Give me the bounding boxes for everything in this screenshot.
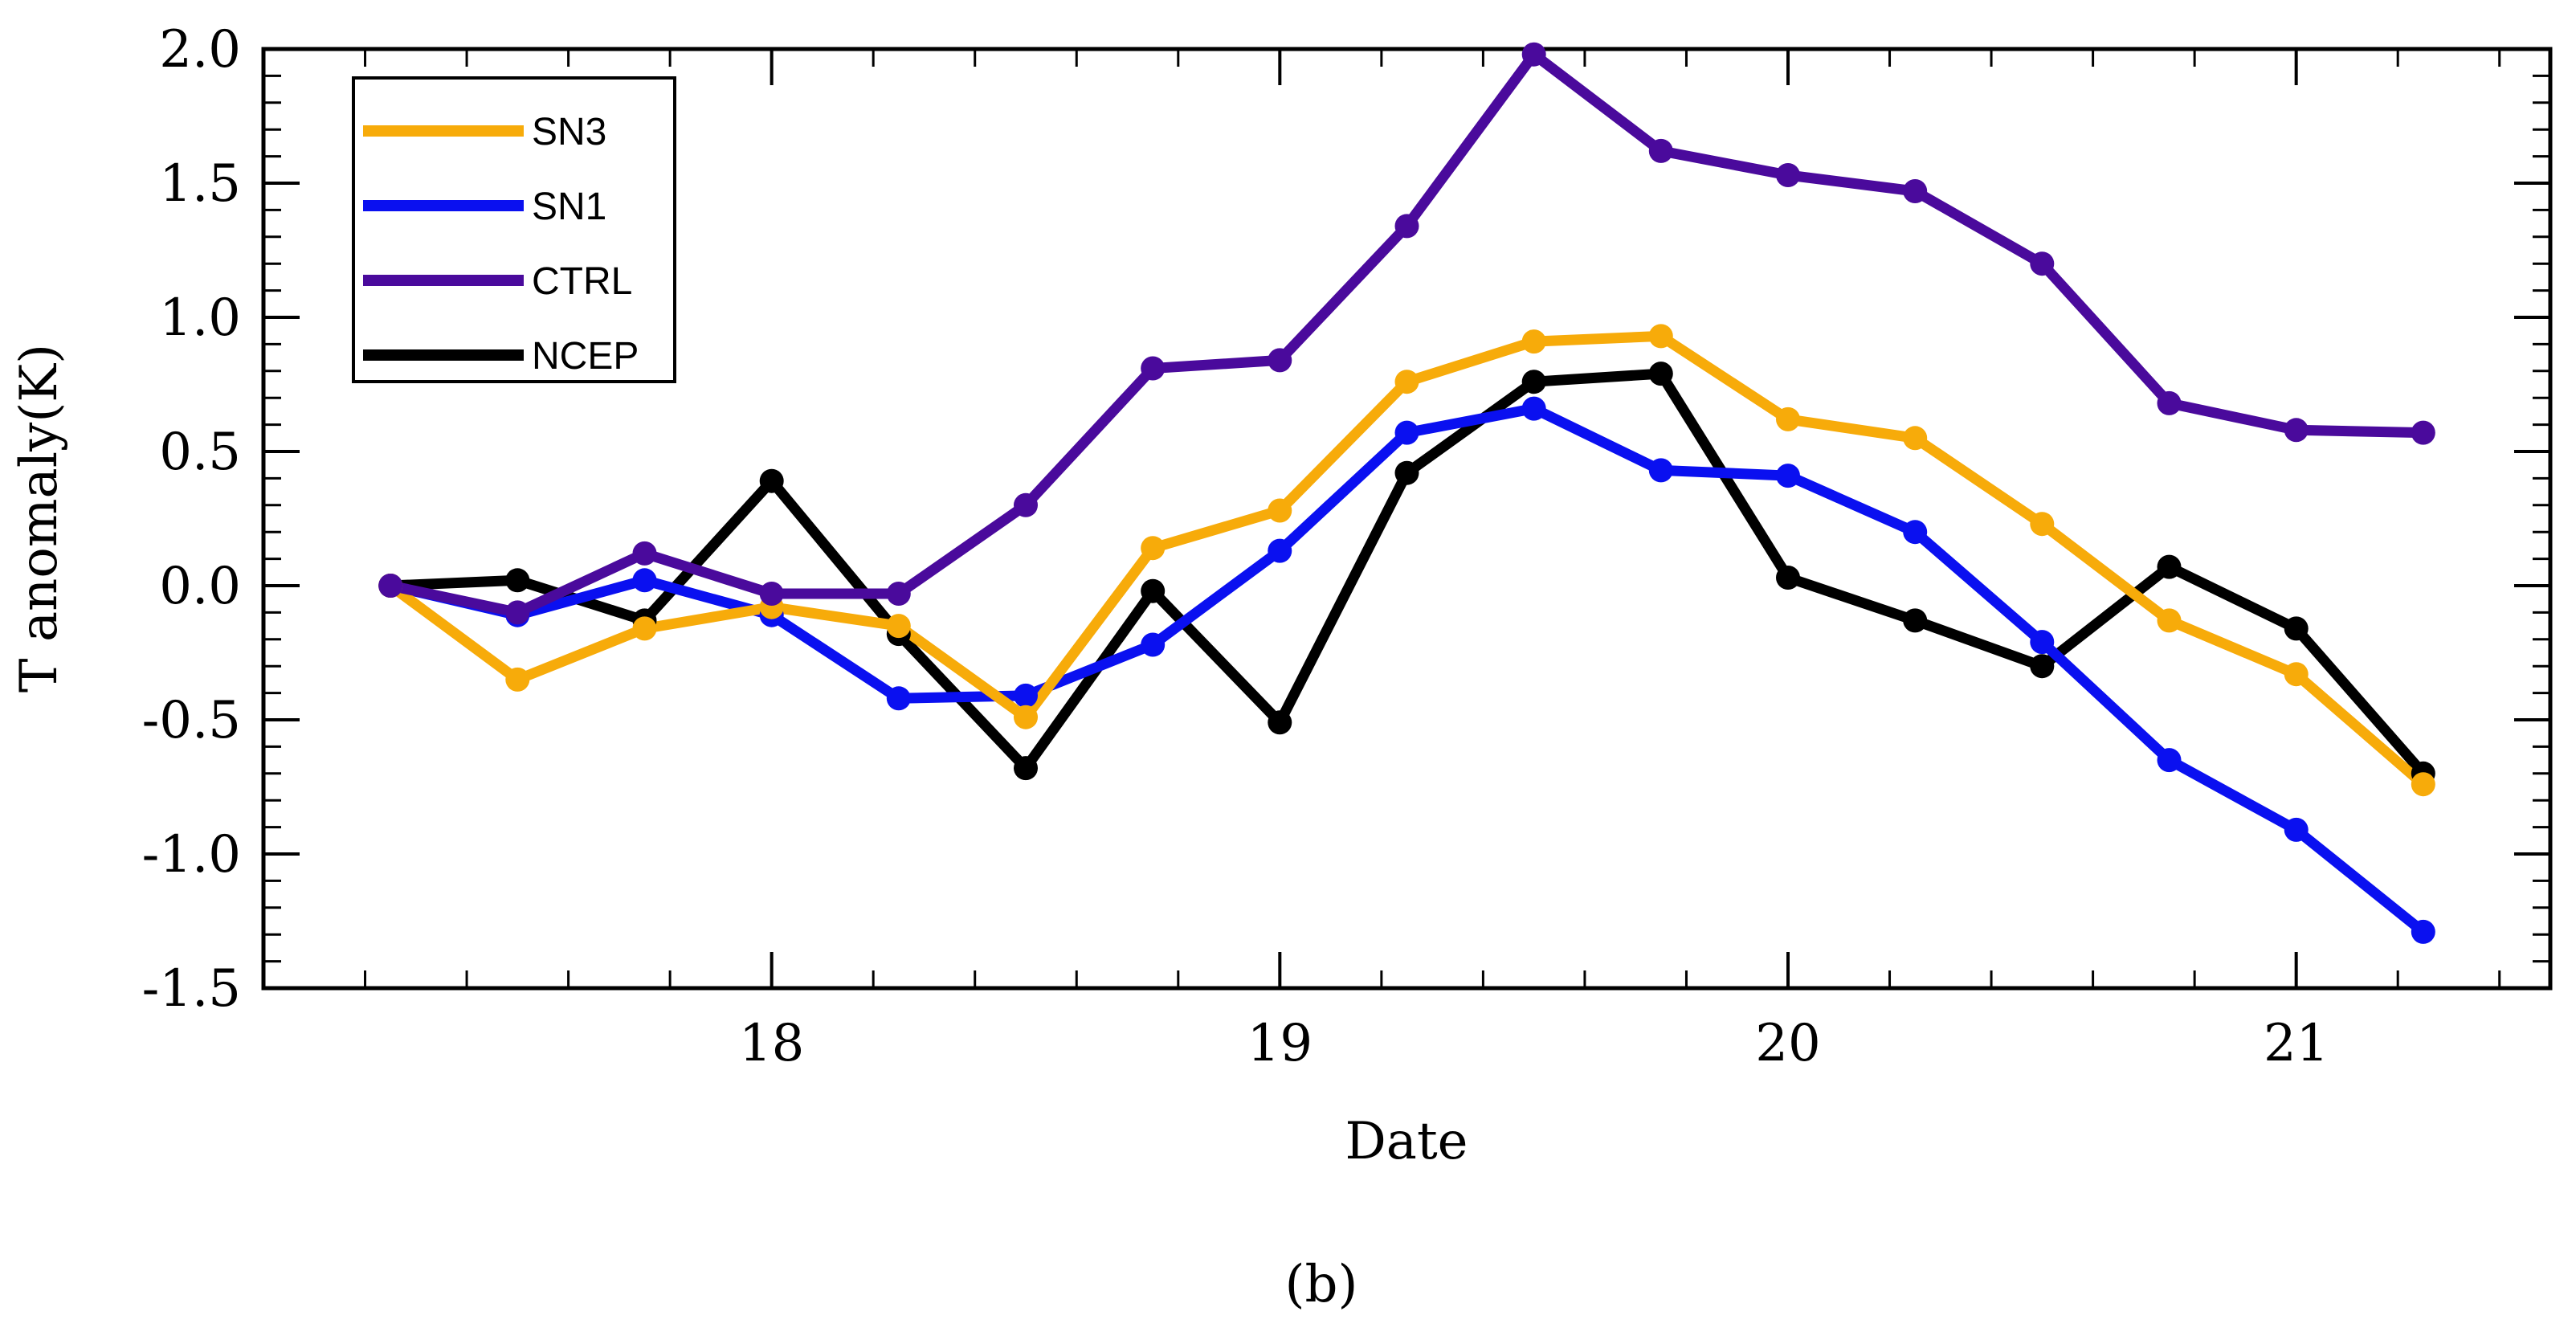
data-point-ctrl [378,574,403,598]
data-point-sn1 [1776,464,1800,488]
y-tick-label: -1.5 [142,959,241,1019]
data-point-ncep [1014,756,1038,781]
x-axis-title: Date [1345,1112,1468,1171]
data-point-ctrl [632,541,657,566]
data-point-sn1 [1903,520,1928,545]
data-point-sn3 [1014,705,1038,729]
data-point-ctrl [1394,214,1419,239]
data-point-ctrl [2284,418,2309,443]
y-axis-title: T anomaly(K) [10,344,69,693]
data-point-ncep [1903,608,1928,633]
data-point-sn3 [1648,324,1673,349]
y-tick-label: 2.0 [159,20,241,80]
data-point-sn1 [1648,458,1673,483]
data-point-sn3 [505,667,530,692]
data-point-sn3 [1268,498,1292,523]
y-tick-label: -1.0 [142,825,241,885]
series-line-sn1 [385,403,2429,938]
figure-caption: (b) [1285,1255,1358,1314]
series-line-ctrl [385,49,2429,618]
series-lines [385,49,2429,938]
data-point-sn3 [1521,329,1546,354]
legend-label-sn3: SN3 [532,111,606,153]
data-point-sn3 [1141,536,1166,561]
data-point-ctrl [1903,179,1928,203]
series-points [378,42,2435,944]
y-tick-label: 1.5 [159,154,241,214]
data-point-sn3 [1394,370,1419,394]
data-point-sn3 [2411,772,2435,797]
data-point-sn3 [2030,512,2055,537]
data-point-sn1 [1394,420,1419,445]
y-tick-label: 0.5 [159,423,241,482]
data-point-ncep [505,568,530,593]
data-point-sn1 [886,686,911,711]
y-tick-label: 1.0 [159,288,241,348]
y-tick-label: 0.0 [159,557,241,616]
data-point-ctrl [759,582,784,606]
data-point-sn1 [2157,748,2182,773]
x-tick-label: 18 [739,1014,804,1073]
data-point-ctrl [1521,42,1546,67]
data-point-sn1 [2284,817,2309,842]
x-tick-labels: 18 19 20 21 [739,1014,2329,1073]
data-point-ctrl [1648,138,1673,163]
data-point-ncep [1268,710,1292,735]
x-tick-label: 21 [2264,1014,2329,1073]
plot-frame [261,47,2553,991]
data-point-sn3 [886,614,911,639]
data-point-ctrl [2157,390,2182,415]
data-point-ncep [2284,616,2309,641]
data-point-ncep [1648,362,1673,386]
data-point-sn1 [1141,632,1166,657]
data-point-ctrl [505,600,530,625]
y-tick-label: -0.5 [142,691,241,750]
data-point-sn3 [1903,426,1928,451]
data-point-ncep [1394,460,1419,485]
data-point-sn3 [2284,662,2309,687]
data-point-sn1 [2030,630,2055,655]
legend: SN3 SN1 CTRL NCEP [352,76,676,383]
x-tick-label: 19 [1247,1014,1312,1073]
data-point-ctrl [1776,163,1800,187]
data-point-sn1 [632,568,657,593]
major-ticks [263,47,2550,990]
data-point-ncep [759,468,784,493]
data-point-ncep [1141,578,1166,603]
data-point-ctrl [1268,348,1292,373]
legend-label-ctrl: CTRL [532,260,632,303]
y-tick-labels: 2.0 1.5 1.0 0.5 0.0 -0.5 -1.0 -1.5 [142,20,241,1019]
data-point-ncep [2030,654,2055,679]
data-point-sn3 [2157,608,2182,633]
data-point-ctrl [1014,492,1038,517]
data-point-ncep [1521,370,1546,394]
data-point-ctrl [886,582,911,606]
legend-label-sn1: SN1 [532,186,606,228]
data-point-ncep [2157,554,2182,579]
data-point-sn1 [1268,538,1292,563]
data-point-sn1 [1521,396,1546,421]
data-point-ctrl [2030,251,2055,276]
data-point-sn1 [1014,683,1038,708]
data-point-sn3 [632,616,657,641]
data-point-sn1 [2411,919,2435,944]
data-point-ctrl [1141,356,1166,381]
data-point-ncep [1776,566,1800,590]
data-point-sn3 [1776,407,1800,431]
data-point-ctrl [2411,420,2435,445]
legend-label-ncep: NCEP [532,335,639,378]
x-tick-label: 20 [1755,1014,1820,1073]
